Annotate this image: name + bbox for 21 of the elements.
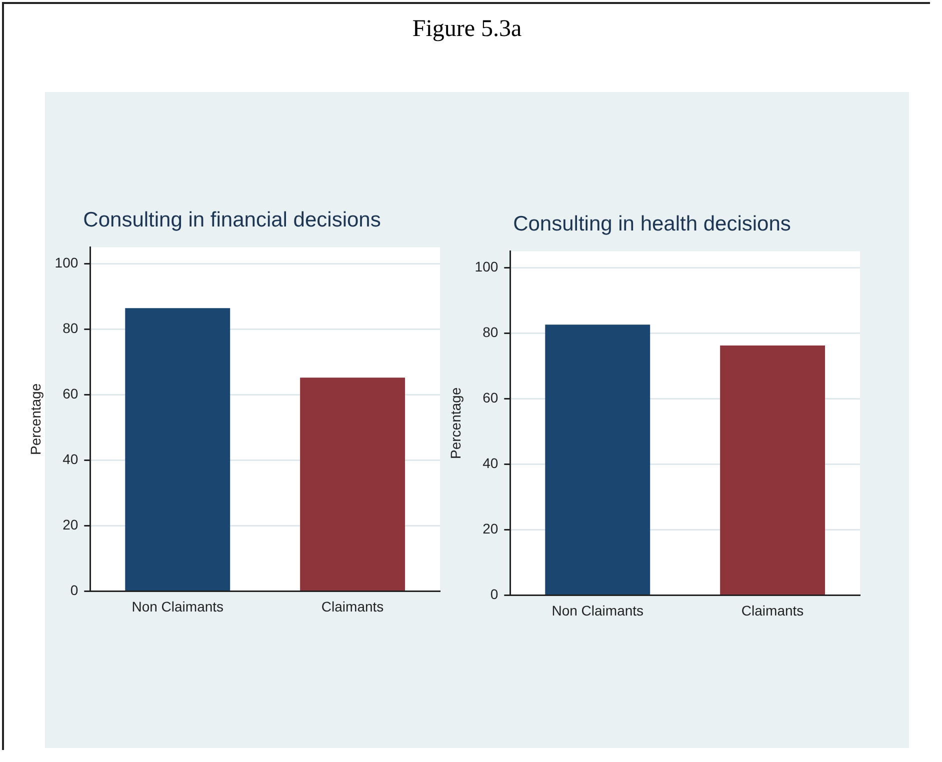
x-tick-label: Claimants <box>321 598 384 614</box>
y-tick-label: 80 <box>62 320 78 336</box>
y-tick-label: 100 <box>54 254 78 270</box>
y-tick-label: 0 <box>70 582 78 598</box>
y-tick-label: 60 <box>62 385 78 402</box>
y-tick-label: 40 <box>482 455 498 472</box>
x-tick-label: Non Claimants <box>552 602 644 618</box>
y-tick-label: 100 <box>474 258 498 274</box>
chart-title: Consulting in health decisions <box>513 212 791 236</box>
y-tick-label: 20 <box>62 516 78 533</box>
y-tick-label: 60 <box>482 389 498 406</box>
y-tick-label: 20 <box>482 520 498 537</box>
y-tick-label: 80 <box>482 324 498 340</box>
y-axis-title: Percentage <box>447 387 464 460</box>
y-tick-label: 40 <box>62 451 78 468</box>
x-tick-label: Non Claimants <box>132 598 224 614</box>
y-tick-label: 0 <box>490 586 498 602</box>
caption: Figure 5.3a <box>411 16 523 43</box>
x-tick-label: Claimants <box>741 602 804 618</box>
y-axis-title: Percentage <box>27 383 44 456</box>
chart-title: Consulting in financial decisions <box>83 208 381 232</box>
